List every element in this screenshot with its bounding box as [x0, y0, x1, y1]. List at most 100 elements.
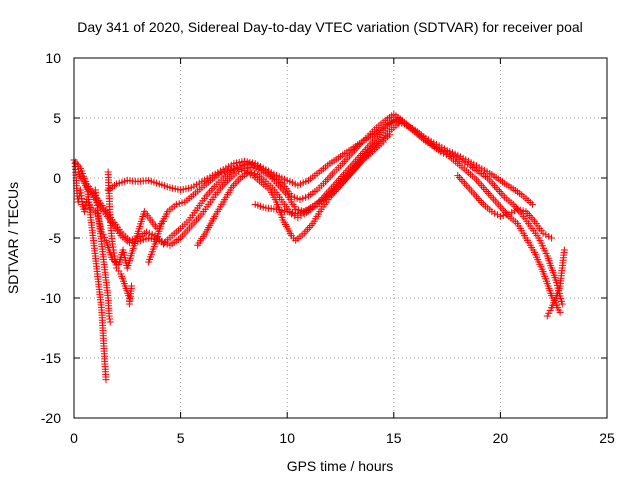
data-point-interp — [498, 205, 506, 213]
data-point — [296, 196, 304, 204]
data-point — [172, 200, 180, 208]
data-point — [556, 308, 564, 316]
data-point-interp — [110, 249, 118, 257]
data-point — [488, 208, 496, 216]
data-point-interp — [484, 189, 492, 197]
data-point-interp — [235, 176, 243, 184]
data-point-interp — [466, 185, 474, 193]
data-point — [560, 246, 568, 254]
data-point-interp — [106, 315, 114, 323]
data-point-interp — [175, 200, 183, 208]
data-point-interp — [493, 199, 501, 207]
data-point — [386, 131, 394, 139]
data-point-interp — [207, 186, 215, 194]
y-tick-label: 10 — [45, 50, 61, 66]
data-point — [160, 217, 168, 225]
data-point-interp — [305, 223, 313, 231]
data-point-interp — [239, 161, 247, 169]
data-point-interp — [481, 186, 489, 194]
y-tick-label: -5 — [49, 230, 62, 246]
x-axis-label: GPS time / hours — [287, 458, 394, 474]
data-point-interp — [440, 149, 448, 157]
data-point-interp — [495, 201, 503, 209]
data-point-interp — [217, 184, 225, 192]
data-point — [479, 184, 487, 192]
data-point — [105, 312, 113, 320]
series-track-g — [454, 172, 556, 242]
data-point-interp — [476, 197, 484, 205]
data-point-interp — [464, 160, 472, 168]
data-point — [379, 138, 387, 146]
data-point-interp — [457, 175, 465, 183]
data-point-interp — [489, 180, 497, 188]
data-point-interp — [496, 187, 504, 195]
data-point-interp — [209, 184, 217, 192]
y-tick-label: -20 — [41, 410, 61, 426]
data-point-interp — [148, 230, 156, 238]
data-point — [292, 205, 300, 213]
data-point-interp — [476, 180, 484, 188]
data-point-interp — [459, 177, 467, 185]
data-point — [548, 234, 556, 242]
data-point-interp — [229, 182, 237, 190]
data-point — [287, 210, 295, 218]
data-point — [505, 210, 513, 218]
x-tick-label: 15 — [386, 430, 402, 446]
plot-frame — [73, 57, 608, 419]
data-point — [437, 148, 445, 156]
data-point-interp — [342, 156, 350, 164]
data-point — [458, 157, 466, 165]
data-point-interp — [542, 231, 550, 239]
x-tick-labels: 0 5 10 15 20 25 — [70, 430, 615, 446]
y-tick-label: -15 — [41, 350, 61, 366]
y-axis-label: SDTVAR / TECUs — [5, 182, 21, 294]
data-point-interp — [233, 178, 241, 186]
data-point-interp — [218, 182, 226, 190]
series-spike-2 — [91, 186, 114, 326]
data-point — [558, 300, 566, 308]
data-point — [249, 163, 257, 171]
data-point — [81, 208, 89, 216]
data-point-interp — [519, 207, 527, 215]
data-point-interp — [474, 178, 482, 186]
data-point-interp — [323, 176, 331, 184]
data-point-interp — [461, 159, 469, 167]
data-point-interp — [545, 232, 553, 240]
data-point-interp — [442, 151, 450, 159]
data-point — [142, 228, 150, 236]
data-point — [102, 376, 110, 384]
data-point — [454, 172, 462, 180]
data-point-interp — [497, 189, 505, 197]
data-point-interp — [527, 213, 535, 221]
data-point — [528, 200, 536, 208]
y-tick-labels: 10 5 0 -5 -10 -15 -20 — [41, 50, 61, 426]
data-point-interp — [494, 186, 502, 194]
series-scatter-early — [71, 160, 168, 272]
data-point — [496, 203, 504, 211]
data-point-interp — [178, 199, 186, 207]
data-point — [108, 240, 116, 248]
data-point-interp — [243, 168, 251, 176]
x-tick-label: 20 — [493, 430, 509, 446]
data-point-interp — [486, 191, 494, 199]
data-point — [492, 184, 500, 192]
x-tick-label: 5 — [177, 430, 185, 446]
data-point-interp — [478, 182, 486, 190]
data-point-interp — [325, 174, 333, 182]
data-point-interp — [328, 170, 336, 178]
series-spike-1 — [83, 180, 110, 384]
series-track-h — [543, 246, 568, 320]
series-spike-3 — [104, 168, 136, 308]
data-point-interp — [246, 170, 254, 178]
data-point-interp — [494, 211, 502, 219]
data-point-interp — [473, 193, 481, 201]
data-point-interp — [204, 190, 212, 198]
data-point-interp — [455, 174, 463, 182]
chart-title: Day 341 of 2020, Sidereal Day-to-day VTE… — [77, 19, 583, 35]
data-point — [488, 193, 496, 201]
data-point — [106, 318, 114, 326]
data-point — [462, 181, 470, 189]
data-point-interp — [81, 205, 89, 213]
data-point-interp — [372, 134, 380, 142]
